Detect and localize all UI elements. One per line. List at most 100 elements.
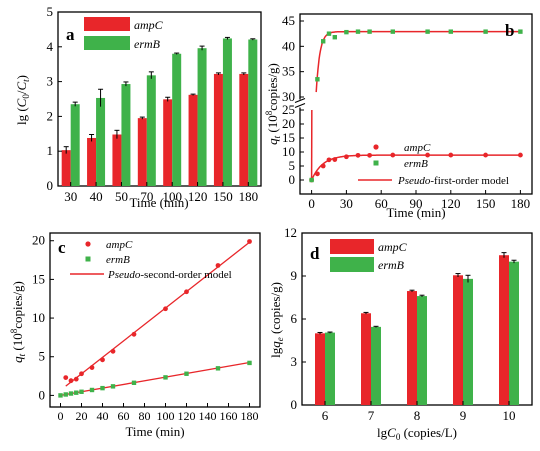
panel-a-x-label: Time (min)	[129, 195, 188, 210]
panel-c-legend-marker-ermb	[86, 257, 91, 262]
panel-d-bar-ermb	[509, 262, 519, 405]
panel-c-point-ermb	[74, 390, 78, 394]
panel-b-y-tick-label: 35	[282, 64, 295, 79]
panel-a-bars	[62, 37, 258, 186]
panel-a-bar-ampc	[163, 99, 172, 186]
panel-b-point-ampc	[344, 154, 349, 159]
panel-a-y-label: lg (C0/Ct)	[14, 75, 31, 125]
panel-d-bar-ampc	[453, 275, 463, 405]
panel-d-legend-swatch-ampc	[330, 239, 374, 254]
panel-c-point-ermb	[111, 384, 115, 388]
panel-b-legend-marker-ermb	[374, 161, 379, 166]
panel-a-letter: a	[66, 25, 75, 44]
panel-a-legend-ampc: ampC	[134, 18, 164, 32]
panel-d-bar-ermb	[463, 279, 473, 405]
panel-c-point-ampc	[132, 332, 137, 337]
panel-b-legend-fit: Pseudo-first-order model	[397, 175, 509, 187]
panel-b-point-ermb	[327, 31, 331, 35]
panel-b-point-ermb	[344, 30, 348, 34]
panel-a-bar-ermb	[147, 75, 156, 186]
panel-b-point-ampc	[332, 157, 337, 162]
panel-c-point-ampc	[79, 371, 84, 376]
panel-c-x-tick-label: 180	[241, 409, 259, 423]
panel-c-point-ermb	[69, 391, 73, 395]
panel-c-x-tick-label: 120	[178, 409, 196, 423]
panel-c-legend-marker-ampc	[85, 241, 90, 246]
panel-a-x-tick-label: 30	[64, 189, 77, 204]
panel-a-x-tick-label: 40	[90, 189, 103, 204]
panel-a-legend-ermb: ermB	[134, 37, 161, 51]
panel-b-y-tick-label: 10	[282, 144, 295, 159]
panel-c-y-tick-label: 15	[32, 271, 45, 286]
panel-a-y-tick-label: 5	[47, 4, 54, 19]
panel-a-legend-swatch-ermb	[84, 36, 130, 50]
panel-d-y-tick-label: 6	[291, 311, 298, 326]
panel-d-y-tick-label: 12	[284, 225, 297, 240]
panel-a-bar-ermb	[248, 39, 257, 186]
panel-d-letter: d	[310, 244, 320, 263]
panel-c-x-tick-label: 100	[157, 409, 175, 423]
panel-a-legend-swatch-ampc	[84, 17, 130, 31]
panel-a-y-tick-label: 2	[47, 108, 54, 123]
panel-d-x-tick-label: 9	[460, 408, 467, 423]
panel-b-point-ermb	[518, 29, 522, 33]
panel-b-y-label: qt (108copies/g)	[264, 63, 282, 145]
panel-c-point-ermb	[90, 388, 94, 392]
panel-a-y-tick-label: 4	[47, 39, 54, 54]
panel-a-bar-ermb	[96, 98, 105, 186]
panel-d-x-label: lgC0 (copies/L)	[377, 425, 457, 442]
panel-c-fit-lines	[61, 242, 250, 395]
panel-b-point-ampc	[390, 153, 395, 158]
panel-b-axis-break	[295, 99, 305, 108]
panel-a-bar-ampc	[189, 95, 198, 186]
panel-b-point-ermb	[367, 29, 371, 33]
panel-a-bar-ermb	[71, 104, 80, 186]
panel-c-y-label: qt (108copies/g)	[9, 281, 27, 363]
panel-c-point-ermb	[58, 393, 62, 397]
panel-b-point-ampc	[448, 153, 453, 158]
panel-b-point-ermb	[309, 178, 313, 182]
panel-c-y-tick-label: 0	[39, 387, 46, 402]
panel-c-x-tick-label: 140	[199, 409, 217, 423]
panel-c-y-tick-label: 20	[32, 233, 45, 248]
panel-d-y-tick-label: 9	[291, 268, 298, 283]
panel-c-legend-ermb: ermB	[106, 254, 130, 266]
panel-c-x-tick-label: 40	[97, 409, 109, 423]
panel-b-y-tick-label: 45	[282, 13, 295, 28]
panel-b-point-ermb	[333, 35, 337, 39]
panel-c-x-tick-label: 20	[76, 409, 88, 423]
panel-c-y-tick-label: 10	[32, 310, 45, 325]
panel-d-x-tick-label: 7	[368, 408, 375, 423]
panel-d-bar-ermb	[417, 296, 427, 405]
panel-d-legend-ermb: ermB	[378, 258, 405, 272]
panel-d-x-tick-label: 8	[414, 408, 421, 423]
panel-d-y-tick-label: 0	[291, 397, 298, 412]
panel-a-bar-ermb	[172, 54, 181, 186]
panel-c-point-ampc	[184, 289, 189, 294]
panel-c-point-ampc	[216, 263, 221, 268]
panel-b-point-ampc	[321, 164, 326, 169]
panel-c-point-ampc	[69, 378, 74, 383]
panel-d-legend-ampc: ampC	[378, 240, 408, 254]
panel-b-point-ampc	[356, 153, 361, 158]
panel-b-point-ermb	[356, 29, 360, 33]
panel-c-legend-ampc: ampC	[106, 239, 133, 251]
panel-c-point-ampc	[63, 375, 68, 380]
panel-b-y-tick-label: 30	[282, 89, 295, 104]
panel-c-x-tick-label: 0	[58, 409, 64, 423]
panel-b-x-tick-label: 150	[476, 196, 496, 211]
panel-b-legend-marker-ampc	[373, 144, 378, 149]
panel-d-bar-ermb	[371, 327, 381, 405]
panel-c-point-ampc	[74, 377, 79, 382]
panel-d-bar-ermb	[325, 333, 335, 405]
panel-d-bars	[315, 253, 519, 405]
panel-c-point-ampc	[100, 357, 105, 362]
panel-c-y-tick-label: 5	[39, 349, 46, 364]
panel-b-point-ermb	[449, 29, 453, 33]
